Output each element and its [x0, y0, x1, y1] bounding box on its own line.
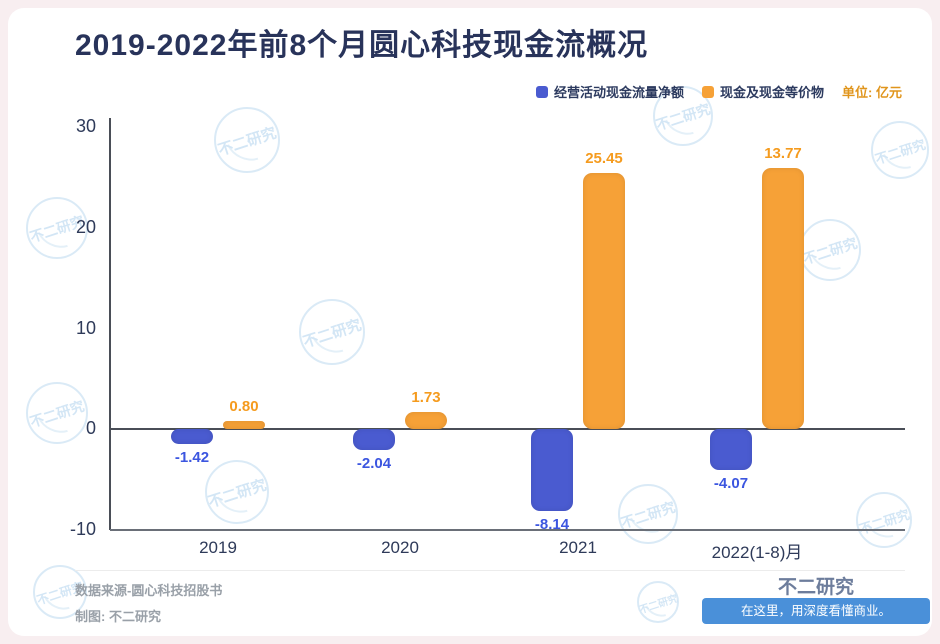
bar-operating-cash-2021: [531, 429, 573, 512]
bar-cash-equivalents-2019: [223, 421, 265, 430]
bar-value-operating-cash-2020: -2.04: [356, 454, 392, 472]
bar-value-operating-cash-2021: -8.14: [534, 516, 570, 534]
bar-value-cash-equivalents-2021: 25.45: [585, 149, 623, 167]
bar-operating-cash-2020: [353, 429, 395, 450]
bar-cash-equivalents-2021: [583, 172, 625, 430]
credit-text: 制图: 不二研究: [75, 609, 161, 624]
bar-cash-equivalents-2022(1-8)月: [762, 168, 804, 430]
bar-cash-equivalents-2020: [405, 411, 447, 430]
bar-value-cash-equivalents-2019: 0.80: [229, 398, 259, 416]
bar-value-operating-cash-2019: -1.42: [174, 448, 210, 466]
bar-operating-cash-2019: [171, 429, 213, 444]
unit-label: 单位: 亿元: [842, 85, 902, 100]
x-axis-line: [110, 529, 905, 531]
y-axis-line: [109, 118, 111, 530]
x-label-2019: 2019: [199, 538, 237, 557]
x-label-2020: 2020: [381, 538, 419, 557]
bar-value-cash-equivalents-2020: 1.73: [411, 388, 441, 406]
footer-divider: [75, 570, 905, 571]
x-label-2021: 2021: [559, 538, 597, 557]
y-tick-10: 10: [75, 317, 96, 338]
y-tick--10: -10: [69, 519, 96, 539]
data-source-text: 数据来源-圆心科技招股书: [75, 583, 223, 598]
zero-line: [110, 428, 905, 431]
bar-value-operating-cash-2022(1-8)月: -4.07: [713, 475, 749, 493]
y-tick-0: 0: [85, 418, 96, 439]
brand-slogan-badge: 在这里，用深度看懂商业。: [702, 598, 930, 624]
y-tick-20: 20: [75, 216, 96, 237]
chart-title: 2019-2022年前8个月圆心科技现金流概况: [75, 29, 649, 62]
bar-value-cash-equivalents-2022(1-8)月: 13.77: [764, 145, 802, 163]
legend-label-operating-cash: 经营活动现金流量净额: [554, 85, 685, 100]
legend-label-cash-equivalents: 现金及现金等价物: [720, 85, 825, 100]
y-tick-30: 30: [75, 116, 96, 136]
chart-legend: 经营活动现金流量净额 现金及现金等价物 单位: 亿元: [536, 82, 902, 101]
bar-operating-cash-2022(1-8)月: [710, 429, 752, 471]
x-label-2022(1-8)月: 2022(1-8)月: [711, 543, 803, 562]
brand-name: 不二研究: [777, 577, 854, 598]
legend-swatch-operating-cash: [536, 85, 549, 98]
